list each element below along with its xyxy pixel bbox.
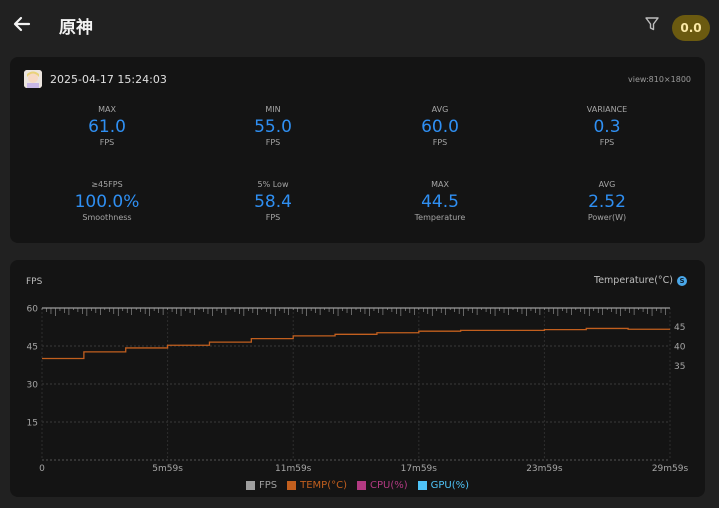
stat-label: AVG: [431, 105, 449, 114]
x-tick-label: 29m59s: [652, 464, 689, 474]
stat-value: 2.52: [588, 192, 626, 212]
stat-label: MAX: [431, 180, 449, 189]
stat-unit: FPS: [432, 138, 448, 147]
stat-smoothness: ≥45FPS 100.0% Smoothness: [47, 180, 167, 222]
stat-value: 58.4: [254, 192, 292, 212]
x-tick-label: 11m59s: [275, 464, 312, 474]
stat-unit: FPS: [265, 138, 281, 147]
right-tick-label: 40: [674, 343, 686, 353]
stat-unit: FPS: [265, 213, 281, 222]
page-title: 原神: [59, 18, 93, 38]
legend-swatch: [356, 481, 366, 490]
legend-item[interactable]: GPU(%): [417, 480, 470, 491]
session-datetime: 2025-04-17 15:24:03: [50, 73, 167, 86]
stat-value: 100.0%: [74, 192, 140, 212]
stat-label: AVG: [598, 180, 616, 189]
stat-avg-power: AVG 2.52 Power(W): [547, 180, 667, 222]
stat-max-temperature: MAX 44.5 Temperature: [380, 180, 500, 222]
series-temperature-line: [42, 327, 670, 360]
chart-legend: FPS TEMP(°C) CPU(%) GPU(%): [10, 480, 705, 491]
x-tick-label: 0: [39, 464, 45, 474]
legend-label: GPU(%): [430, 480, 470, 491]
x-tick-label: 17m59s: [401, 464, 438, 474]
stat-label: MAX: [98, 105, 116, 114]
legend-swatch: [287, 481, 297, 490]
legend-label: CPU(%): [369, 480, 408, 491]
y-tick-label: 15: [27, 419, 38, 429]
legend-swatch: [245, 481, 255, 490]
legend-label: TEMP(°C): [300, 480, 347, 491]
score-badge[interactable]: 0.0: [672, 15, 710, 41]
legend-item[interactable]: FPS: [245, 480, 278, 491]
stat-min-fps: MIN 55.0 FPS: [213, 105, 333, 147]
right-tick-label: 45: [674, 323, 685, 333]
stat-avg-fps: AVG 60.0 FPS: [380, 105, 500, 147]
legend-swatch: [417, 481, 427, 490]
right-tick-label: 35: [674, 362, 685, 372]
filter-icon[interactable]: [643, 15, 661, 33]
stat-max-fps: MAX 61.0 FPS: [47, 105, 167, 147]
stat-value: 61.0: [88, 117, 126, 137]
temperature-axis-title: Temperature(°C): [594, 275, 673, 286]
stat-label: 5% Low: [257, 180, 289, 189]
stat-variance: VARIANCE 0.3 FPS: [547, 105, 667, 147]
app-header: 原神 0.0: [0, 0, 719, 52]
stat-unit: Power(W): [587, 213, 627, 222]
switch-axis-icon[interactable]: S: [677, 276, 687, 286]
stat-unit: Smoothness: [82, 213, 132, 222]
stat-label: MIN: [265, 105, 281, 114]
stat-label: ≥45FPS: [91, 180, 123, 189]
x-tick-label: 5m59s: [152, 464, 183, 474]
stats-card: 2025-04-17 15:24:03 view:810×1800 MAX 61…: [10, 57, 705, 243]
stat-value: 0.3: [593, 117, 621, 137]
stat-value: 55.0: [254, 117, 292, 137]
fps-axis-title: FPS: [26, 277, 43, 287]
stat-unit: FPS: [599, 138, 615, 147]
view-resolution: view:810×1800: [627, 75, 691, 84]
back-arrow-icon[interactable]: [10, 12, 34, 36]
stat-unit: Temperature: [414, 213, 466, 222]
stat-value: 60.0: [421, 117, 459, 137]
x-tick-label: 23m59s: [526, 464, 563, 474]
performance-chart: 15 30 45 60 0 5m59s 11m59s 17m59s 23m59s 29m59s 35…: [27, 305, 689, 475]
y-tick-label: 60: [27, 305, 39, 315]
legend-item[interactable]: CPU(%): [356, 480, 408, 491]
stat-unit: FPS: [99, 138, 115, 147]
stat-5pct-low: 5% Low 58.4 FPS: [213, 180, 333, 222]
chart-card: FPS Temperature(°C) S 15 30 45 60 0 5m59s 11m5…: [10, 260, 705, 497]
stat-label: VARIANCE: [586, 105, 628, 114]
game-avatar: [24, 70, 42, 88]
y-tick-label: 45: [27, 343, 38, 353]
legend-label: FPS: [258, 480, 278, 491]
y-tick-label: 30: [27, 381, 39, 391]
stat-value: 44.5: [421, 192, 459, 212]
legend-item[interactable]: TEMP(°C): [287, 480, 347, 491]
